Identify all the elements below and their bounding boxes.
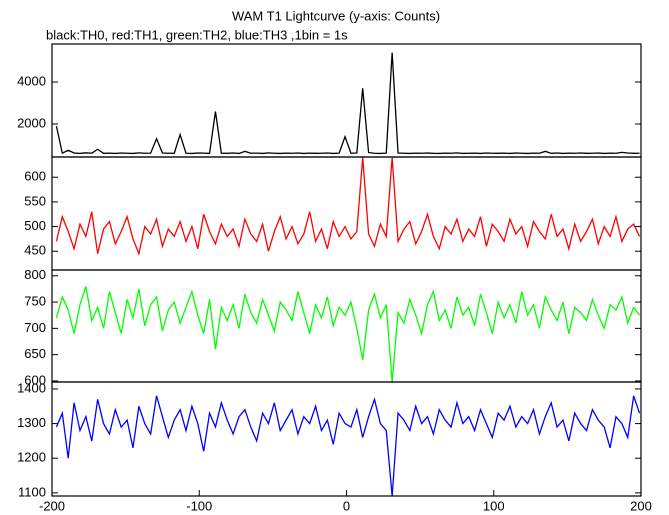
panel-frame <box>51 269 642 383</box>
y-tick-label: 700 <box>24 320 46 335</box>
y-tick-label: 550 <box>24 193 46 208</box>
chart-title: WAM T1 Lightcurve (y-axis: Counts) <box>232 8 440 23</box>
y-tick-label: 500 <box>24 218 46 233</box>
y-tick-label: 2000 <box>17 115 46 130</box>
x-tick-label: -200 <box>39 498 65 513</box>
lightcurve <box>55 286 641 382</box>
y-tick-label: 1300 <box>17 415 46 430</box>
y-tick-label: 600 <box>24 169 46 184</box>
lightcurve <box>55 157 641 256</box>
y-tick-label: 600 <box>24 372 46 387</box>
y-tick-label: 1400 <box>17 380 46 395</box>
panel-frame <box>51 381 642 497</box>
chart-subtitle: black:TH0, red:TH1, green:TH2, blue:TH3 … <box>46 27 348 42</box>
lightcurve <box>55 52 640 155</box>
y-tick-label: 4000 <box>17 73 46 88</box>
y-tick-label: 650 <box>24 346 46 361</box>
x-tick-label: -100 <box>186 498 212 513</box>
x-tick-label: 100 <box>483 498 505 513</box>
y-tick-label: 450 <box>24 243 46 258</box>
x-tick-label: 0 <box>343 498 350 513</box>
y-tick-label: 800 <box>24 267 46 282</box>
y-tick-label: 750 <box>24 294 46 309</box>
x-tick-label: 200 <box>630 498 652 513</box>
lightcurve <box>55 395 641 496</box>
y-tick-label: 1200 <box>17 450 46 465</box>
panel-frame <box>51 156 642 271</box>
y-tick-label: 1100 <box>18 484 46 499</box>
